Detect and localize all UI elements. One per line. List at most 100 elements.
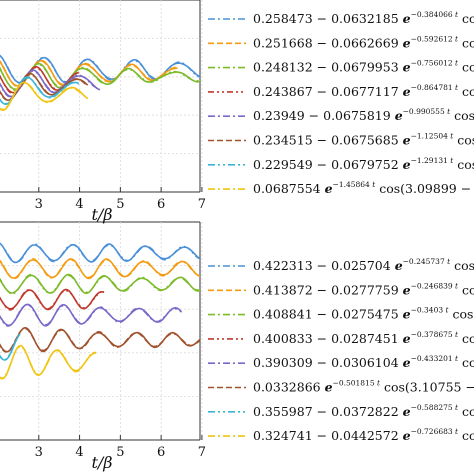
legend-entry-2: 0.248132 − 0.0679953 e−0.756012 t cos(0 bbox=[253, 59, 474, 75]
legend-cos-term: cos(0 bbox=[453, 157, 474, 172]
legend-exponent-t: t bbox=[375, 379, 381, 388]
legend-exponent: −1.29131 bbox=[411, 156, 448, 165]
legend-coeffs: 0.400833 − 0.0287451 bbox=[253, 331, 403, 346]
top-x-axis-label: t/β bbox=[91, 205, 112, 224]
legend-exponent-t: t bbox=[453, 83, 459, 92]
legend-cos-term: cos(6 bbox=[458, 404, 474, 419]
legend-entry-0: 0.258473 − 0.0632185 e−0.384066 t cos(0 bbox=[253, 10, 474, 26]
legend-exponent-t: t bbox=[453, 403, 459, 412]
legend-coeffs: 0.234515 − 0.0675685 bbox=[253, 133, 403, 148]
x-tick-label: 6 bbox=[157, 445, 165, 460]
legend-coeffs: 0.324741 − 0.0442572 bbox=[253, 428, 403, 443]
series-fit-line-5 bbox=[0, 327, 200, 353]
legend-exponent: −0.990555 bbox=[403, 107, 445, 116]
legend-exp-base: e bbox=[403, 355, 411, 370]
legend-exp-base: e bbox=[325, 380, 333, 395]
legend-exp-base: e bbox=[403, 35, 411, 50]
legend-entry-3: 0.243867 − 0.0677117 e−0.864781 t cos(0 bbox=[253, 83, 474, 99]
legend-cos-term: cos(0. bbox=[449, 307, 474, 322]
x-tick-label: 6 bbox=[157, 197, 165, 212]
legend-coeffs: 0.248132 − 0.0679953 bbox=[253, 60, 403, 75]
legend-coeffs: 0.23949 − 0.0675819 bbox=[253, 108, 395, 123]
legend-exp-base: e bbox=[403, 84, 411, 99]
legend-exponent: −1.45864 bbox=[333, 180, 371, 189]
legend-exponent: −0.378675 bbox=[411, 330, 453, 339]
legend-cos-term: cos(6 bbox=[458, 428, 474, 443]
legend-exponent: −0.588275 bbox=[411, 403, 453, 412]
top-legend: 0.258473 − 0.0632185 e−0.384066 t cos(00… bbox=[208, 10, 474, 196]
legend-exponent-t: t bbox=[445, 107, 451, 116]
bottom-legend: 0.422313 − 0.025704 e−0.245737 t cos(0. 0… bbox=[208, 257, 474, 443]
legend-cos-term: cos(7 bbox=[458, 331, 474, 346]
legend-coeffs: 0.0687554 bbox=[253, 181, 325, 196]
bottom-chart-panel: 3 4 5 6 7 bbox=[0, 221, 206, 460]
legend-coeffs: 0.355987 − 0.0372822 bbox=[253, 404, 403, 419]
legend-exp-base: e bbox=[395, 108, 403, 123]
legend-cos-term: cos(0 bbox=[458, 35, 474, 50]
legend-cos-term: cos(3.09899 − 5.0 bbox=[375, 181, 474, 196]
legend-exponent: −0.245737 bbox=[403, 257, 445, 266]
x-tick-label: 4 bbox=[75, 445, 83, 460]
legend-exponent: −1.12504 bbox=[411, 132, 449, 141]
legend-exp-base: e bbox=[403, 133, 411, 148]
series-fit-line-2 bbox=[0, 273, 200, 295]
legend-exp-base: e bbox=[403, 11, 411, 26]
legend-exponent-t: t bbox=[453, 34, 459, 43]
series-group bbox=[0, 54, 200, 112]
legend-exponent: −0.384066 bbox=[411, 10, 453, 19]
legend-cos-term: cos(0 bbox=[450, 108, 474, 123]
x-tick-label: 4 bbox=[75, 197, 83, 212]
series-fit-line-6 bbox=[0, 334, 21, 361]
legend-coeffs: 0.229549 − 0.0679752 bbox=[253, 157, 403, 172]
legend-coeffs: 0.0332866 bbox=[253, 380, 325, 395]
legend-exp-base: e bbox=[403, 307, 411, 322]
top-chart-panel: 3 4 5 6 7 bbox=[0, 0, 206, 212]
legend-entry-1: 0.251668 − 0.0662669 e−0.592612 t cos(0 bbox=[253, 34, 474, 50]
legend-cos-term: cos(0 bbox=[458, 84, 474, 99]
legend-entry-4: 0.390309 − 0.0306104 e−0.433201 t cos(6 bbox=[253, 354, 474, 370]
legend-coeffs: 0.258473 − 0.0632185 bbox=[253, 11, 403, 26]
legend-exp-base: e bbox=[403, 60, 411, 75]
legend-exponent-t: t bbox=[370, 180, 376, 189]
legend-coeffs: 0.408841 − 0.0275475 bbox=[253, 307, 403, 322]
legend-exponent-t: t bbox=[453, 354, 459, 363]
series-line-2 bbox=[0, 273, 200, 295]
legend-cos-term: cos(0 bbox=[458, 282, 474, 297]
legend-entry-6: 0.355987 − 0.0372822 e−0.588275 t cos(6 bbox=[253, 403, 474, 419]
legend-entry-2: 0.408841 − 0.0275475 e−0.3403 t cos(0. bbox=[253, 306, 474, 322]
legend-entry-7: 0.0687554 e−1.45864 t cos(3.09899 − 5.0 bbox=[253, 180, 474, 196]
legend-cos-term: cos(0 bbox=[458, 60, 474, 75]
legend-exponent-t: t bbox=[453, 59, 459, 68]
legend-cos-term: cos(0. bbox=[450, 258, 474, 273]
legend-exponent: −0.246839 bbox=[411, 281, 453, 290]
x-tick-label: 5 bbox=[116, 445, 124, 460]
legend-entry-7: 0.324741 − 0.0442572 e−0.726683 t cos(6 bbox=[253, 427, 474, 443]
legend-exponent: −0.726683 bbox=[411, 427, 453, 436]
legend-exponent-t: t bbox=[445, 257, 451, 266]
legend-exponent: −0.756012 bbox=[411, 59, 453, 68]
legend-exponent-t: t bbox=[453, 330, 459, 339]
x-tick-label: 7 bbox=[198, 197, 206, 212]
legend-exponent-t: t bbox=[448, 132, 454, 141]
x-tick-label: 3 bbox=[35, 445, 43, 460]
legend-entry-5: 0.234515 − 0.0675685 e−1.12504 t cos(0 bbox=[253, 132, 474, 148]
legend-coeffs: 0.243867 − 0.0677117 bbox=[253, 84, 403, 99]
series-fit-line-3 bbox=[0, 288, 105, 311]
x-tick-label: 7 bbox=[198, 445, 206, 460]
legend-entry-4: 0.23949 − 0.0675819 e−0.990555 t cos(0 bbox=[253, 107, 474, 123]
legend-entry-3: 0.400833 − 0.0287451 e−0.378675 t cos(7 bbox=[253, 330, 474, 346]
legend-exponent: −0.3403 bbox=[411, 306, 444, 315]
x-tick-label: 3 bbox=[35, 197, 43, 212]
legend-exp-base: e bbox=[403, 428, 411, 443]
legend-exp-base: e bbox=[395, 258, 403, 273]
series-fit-line-6 bbox=[0, 77, 80, 105]
legend-entry-0: 0.422313 − 0.025704 e−0.245737 t cos(0. bbox=[253, 257, 474, 273]
legend-entry-5: 0.0332866 e−0.501815 t cos(3.10755 − 7. bbox=[253, 379, 474, 395]
legend-exponent: −0.592612 bbox=[411, 34, 453, 43]
bottom-x-axis-label: t/β bbox=[91, 453, 112, 472]
legend-exponent-t: t bbox=[453, 427, 459, 436]
legend-exponent-t: t bbox=[448, 156, 454, 165]
series-fit-line-4 bbox=[0, 303, 182, 327]
legend-exp-base: e bbox=[325, 181, 333, 196]
